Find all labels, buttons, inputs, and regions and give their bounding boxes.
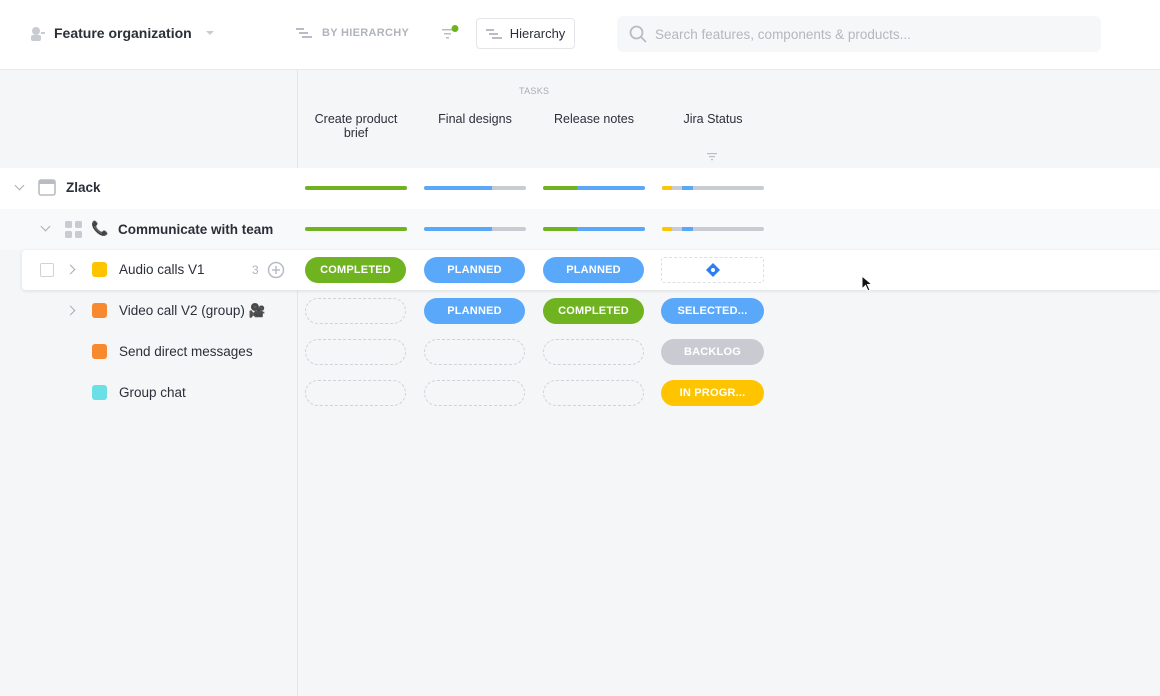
feature-color-swatch [92, 385, 107, 400]
empty-status-cell[interactable] [424, 339, 525, 365]
empty-status-cell[interactable] [424, 380, 525, 406]
column-filter-icon[interactable] [707, 153, 717, 161]
column-header[interactable]: Release notes [554, 112, 634, 126]
chevron-down-icon[interactable] [14, 180, 25, 191]
search-input[interactable] [655, 26, 1075, 42]
status-pill[interactable]: COMPLETED [305, 257, 406, 283]
column-header[interactable]: Create product brief [314, 112, 398, 140]
component-icon [65, 221, 82, 238]
feature-row[interactable]: Audio calls V1 3 COMPLETED PLANNED PLANN… [22, 250, 1160, 290]
hierarchy-icon [296, 28, 312, 38]
status-pill[interactable]: PLANNED [543, 257, 644, 283]
chevron-right-icon[interactable] [65, 264, 76, 275]
jira-status-pill[interactable]: IN PROGR... [661, 380, 764, 406]
feature-color-swatch [92, 344, 107, 359]
empty-status-cell[interactable] [305, 298, 406, 324]
workspace-name: Feature organization [54, 25, 192, 41]
hierarchy-icon [485, 28, 502, 39]
component-row[interactable]: 📞 Communicate with team [0, 209, 1160, 250]
row-checkbox[interactable] [40, 263, 54, 277]
team-icon [31, 27, 45, 41]
row-name: Video call V2 (group) 🎥 [119, 303, 266, 318]
row-name: Group chat [119, 385, 186, 400]
empty-status-cell[interactable] [305, 380, 406, 406]
progress-bar [662, 227, 764, 231]
workspace-selector[interactable]: Feature organization [28, 24, 214, 42]
feature-row[interactable]: Send direct messages BACKLOG [0, 332, 1160, 373]
progress-bar [543, 227, 645, 231]
status-pill[interactable]: PLANNED [424, 257, 525, 283]
hierarchy-label: Hierarchy [509, 26, 566, 41]
row-name: Audio calls V1 [119, 262, 205, 277]
mouse-cursor-icon [861, 275, 873, 292]
add-circle-icon[interactable] [267, 261, 285, 279]
product-row[interactable]: Zlack [0, 168, 1160, 209]
progress-bar [424, 186, 526, 190]
empty-status-cell[interactable] [543, 380, 644, 406]
status-pill[interactable]: COMPLETED [543, 298, 644, 324]
empty-status-cell[interactable] [305, 339, 406, 365]
jira-link-cell[interactable] [661, 257, 764, 283]
filter-icon[interactable] [441, 25, 459, 43]
group-by-label: BY HIERARCHY [322, 27, 410, 39]
feature-row[interactable]: Video call V2 (group) 🎥 PLANNED COMPLETE… [0, 291, 1160, 332]
column-header[interactable]: Jira Status [683, 112, 743, 126]
progress-bar [424, 227, 526, 231]
feature-color-swatch [92, 303, 107, 318]
jira-icon [705, 263, 720, 277]
group-by-button[interactable]: BY HIERARCHY [296, 27, 409, 39]
subfeature-count: 3 [252, 263, 259, 277]
progress-bar [305, 227, 407, 231]
row-name: Zlack [66, 180, 101, 195]
tasks-group-label: TASKS [519, 86, 550, 96]
progress-bar [305, 186, 407, 190]
feature-color-swatch [92, 262, 107, 277]
column-header[interactable]: Final designs [438, 112, 512, 126]
search-bar[interactable] [617, 16, 1101, 52]
status-pill[interactable]: PLANNED [424, 298, 525, 324]
top-bar: Feature organization BY HIERARCHY Hierar… [0, 0, 1160, 70]
jira-status-pill[interactable]: SELECTED... [661, 298, 764, 324]
phone-icon: 📞 [91, 220, 109, 236]
hierarchy-view-button[interactable]: Hierarchy [476, 18, 575, 49]
chevron-right-icon[interactable] [65, 305, 76, 316]
column-divider [297, 70, 298, 696]
product-icon [38, 179, 56, 196]
jira-status-pill[interactable]: BACKLOG [661, 339, 764, 365]
empty-status-cell[interactable] [543, 339, 644, 365]
row-name: Send direct messages [119, 344, 253, 359]
search-icon [629, 25, 647, 43]
caret-down-icon [205, 31, 214, 35]
progress-bar [543, 186, 645, 190]
feature-row[interactable]: Group chat IN PROGR... [0, 373, 1160, 414]
chevron-down-icon[interactable] [40, 221, 51, 232]
progress-bar [662, 186, 764, 190]
row-name: Communicate with team [118, 222, 274, 237]
